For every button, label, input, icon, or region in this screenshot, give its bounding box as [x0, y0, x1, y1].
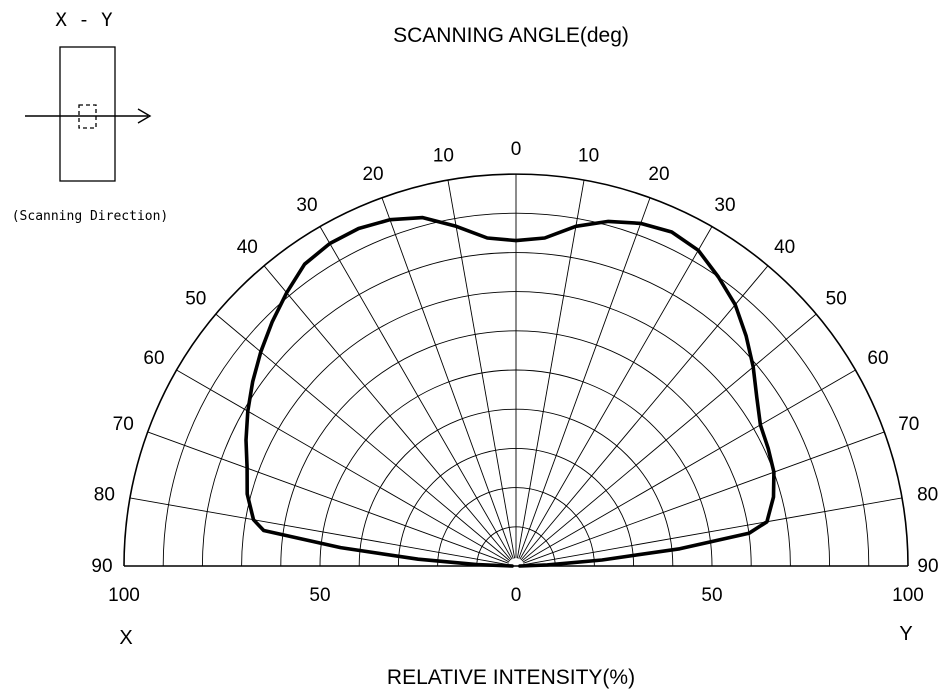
angle-tick-label: 30 [714, 195, 735, 216]
intensity-tick-label: 0 [511, 585, 522, 606]
angle-tick-label: 20 [648, 164, 669, 185]
angle-tick-label: 70 [898, 414, 919, 435]
grid-spoke [521, 313, 817, 562]
angle-tick-label: 10 [578, 145, 599, 166]
angle-tick-label: 80 [94, 484, 115, 505]
grid-spoke [519, 226, 713, 560]
angle-tick-label: 50 [185, 288, 206, 309]
inset-caption: (Scanning Direction) [12, 209, 169, 224]
grid-spoke [447, 179, 516, 559]
chart-marks: 0 10 10 20 20 30 30 40 40 50 50 60 60 70 70 80 80 90 90 100… [91, 139, 938, 606]
grid-spoke [176, 369, 510, 563]
angle-tick-label: 0 [511, 139, 522, 160]
grid-spoke [147, 431, 509, 564]
grid-spoke [522, 369, 856, 563]
left-end-label: X [119, 627, 132, 649]
chart-title: SCANNING ANGLE(deg) [393, 24, 629, 47]
grid-spoke [263, 265, 512, 561]
x-axis-label: RELATIVE INTENSITY(%) [387, 666, 635, 689]
angle-tick-label: 80 [917, 484, 938, 505]
angle-tick-label: 40 [774, 237, 795, 258]
grid-spoke [319, 226, 513, 560]
intensity-tick-label: 100 [108, 585, 140, 606]
polar-grid [123, 173, 909, 567]
angle-tick-label: 40 [237, 237, 258, 258]
angle-tick-label: 10 [433, 145, 454, 166]
inset-title: X - Y [55, 9, 113, 31]
intensity-curve [244, 215, 776, 568]
scanning-direction-inset: X - Y (Scanning Direction) [12, 9, 169, 224]
intensity-tick-label: 100 [892, 585, 924, 606]
grid-spoke [129, 497, 509, 566]
angle-tick-label: 30 [296, 195, 317, 216]
intensity-tick-label: 50 [701, 585, 722, 606]
angle-tick-label: 60 [143, 348, 164, 369]
grid-spoke [381, 197, 514, 559]
angle-tick-label: 90 [91, 556, 112, 577]
inset-package-outline [59, 46, 116, 182]
angle-tick-label: 60 [867, 348, 888, 369]
grid-spoke [516, 179, 585, 559]
grid-spoke [520, 265, 769, 561]
grid-spoke [215, 313, 511, 562]
grid-spoke [518, 197, 651, 559]
angle-tick-label: 20 [362, 164, 383, 185]
grid-spoke [523, 497, 903, 566]
intensity-tick-label: 50 [309, 585, 330, 606]
right-end-label: Y [899, 623, 912, 645]
angle-tick-label: 70 [113, 414, 134, 435]
arrow-right-icon [137, 108, 152, 124]
grid-spoke [523, 431, 885, 564]
angle-tick-label: 90 [917, 556, 938, 577]
angle-tick-label: 50 [826, 288, 847, 309]
